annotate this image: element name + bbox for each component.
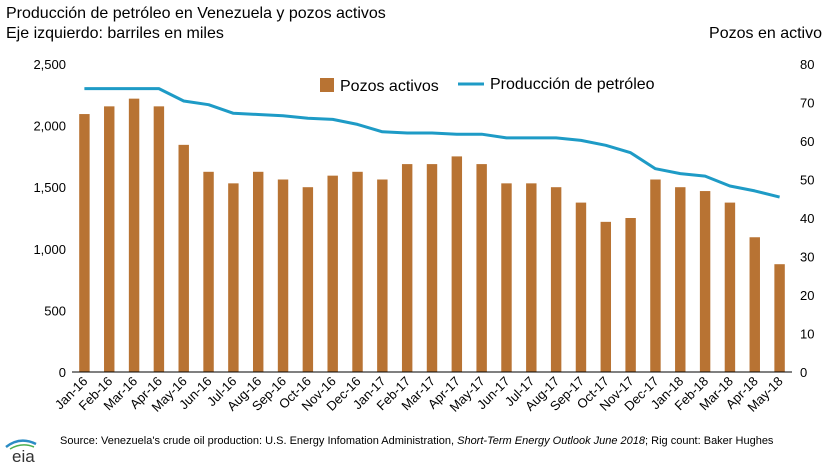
- bar-Jan-17: [377, 179, 388, 372]
- right-tick-label: 30: [800, 250, 814, 265]
- bar-Apr-18: [749, 237, 760, 372]
- bar-May-17: [476, 164, 487, 372]
- right-axis-label: Pozos en activo: [709, 25, 822, 42]
- bar-Oct-16: [302, 187, 314, 372]
- bar-Apr-17: [451, 156, 463, 372]
- left-tick-label: 1,000: [33, 242, 66, 257]
- bar-Feb-18: [699, 191, 711, 372]
- bar-Jun-16: [203, 171, 214, 372]
- left-tick-label: 2,500: [33, 57, 66, 72]
- bar-Feb-17: [401, 164, 413, 372]
- right-axis: 0 10 20 30 40 50 60 70 80: [800, 57, 814, 380]
- bar-Aug-16: [252, 171, 264, 372]
- right-tick-label: 80: [800, 57, 814, 72]
- right-tick-label: 60: [800, 134, 814, 149]
- bar-May-16: [178, 144, 189, 372]
- right-tick-label: 50: [800, 173, 814, 188]
- right-tick-label: 70: [800, 96, 814, 111]
- bar-Dec-16: [352, 171, 363, 372]
- bar-Jan-16: [79, 114, 90, 373]
- right-tick-label: 40: [800, 211, 814, 226]
- bar-May-18: [774, 264, 785, 372]
- bar-Dec-17: [650, 179, 661, 372]
- bar-Mar-18: [724, 202, 736, 372]
- chart-area: 0 500 1,000 1,500 2,000 2,500 0 10 20 30 40 50 60 70…: [33, 57, 814, 415]
- source-suffix: ; Rig count: Baker Hughes: [645, 435, 774, 447]
- bar-Nov-17: [625, 218, 636, 372]
- eia-logo: eia: [5, 439, 37, 466]
- source-prefix: Source: Venezuela's crude oil production…: [60, 435, 458, 447]
- right-tick-label: 10: [800, 327, 814, 342]
- legend: Pozos activos Producción de petróleo: [320, 76, 655, 95]
- bar-Jul-16: [228, 183, 239, 372]
- legend-swatch-bar: [320, 78, 334, 92]
- bar-Mar-16: [128, 98, 140, 373]
- left-axis-label: Eje izquierdo: barriles en miles: [6, 25, 224, 42]
- bar-Nov-16: [327, 175, 338, 372]
- chart-title: Producción de petróleo en Venezuela y po…: [6, 5, 386, 22]
- x-axis: Jan-16Feb-16Mar-16Apr-16May-16Jun-16Jul-…: [52, 374, 786, 415]
- bar-Oct-17: [600, 221, 612, 372]
- bar-Jul-17: [526, 183, 537, 372]
- right-tick-label: 0: [800, 365, 807, 380]
- line-series: [84, 87, 780, 199]
- bar-Feb-16: [104, 106, 115, 372]
- left-axis: 0 500 1,000 1,500 2,000 2,500: [33, 57, 66, 380]
- source-italic: Short-Term Energy Outlook June 2018: [457, 435, 646, 447]
- bar-Aug-17: [550, 187, 562, 372]
- bar-Apr-16: [153, 106, 165, 372]
- legend-label-line: Producción de petróleo: [490, 76, 655, 93]
- bar-Sep-17: [575, 202, 587, 372]
- bar-Sep-16: [277, 179, 289, 372]
- right-tick-label: 20: [800, 288, 814, 303]
- source-note: Source: Venezuela's crude oil production…: [60, 435, 820, 448]
- left-tick-label: 2,000: [33, 119, 66, 134]
- bar-series: [79, 98, 785, 373]
- left-tick-label: 1,500: [33, 180, 66, 195]
- left-tick-label: 0: [59, 365, 66, 380]
- footer: eia Source: Venezuela's crude oil produc…: [0, 430, 830, 468]
- legend-label-bar: Pozos activos: [340, 78, 439, 95]
- eia-logo-text: eia: [12, 447, 35, 466]
- bar-Mar-17: [426, 164, 438, 372]
- bar-Jan-18: [675, 187, 686, 372]
- left-tick-label: 500: [44, 303, 66, 318]
- bar-Jun-17: [501, 183, 512, 372]
